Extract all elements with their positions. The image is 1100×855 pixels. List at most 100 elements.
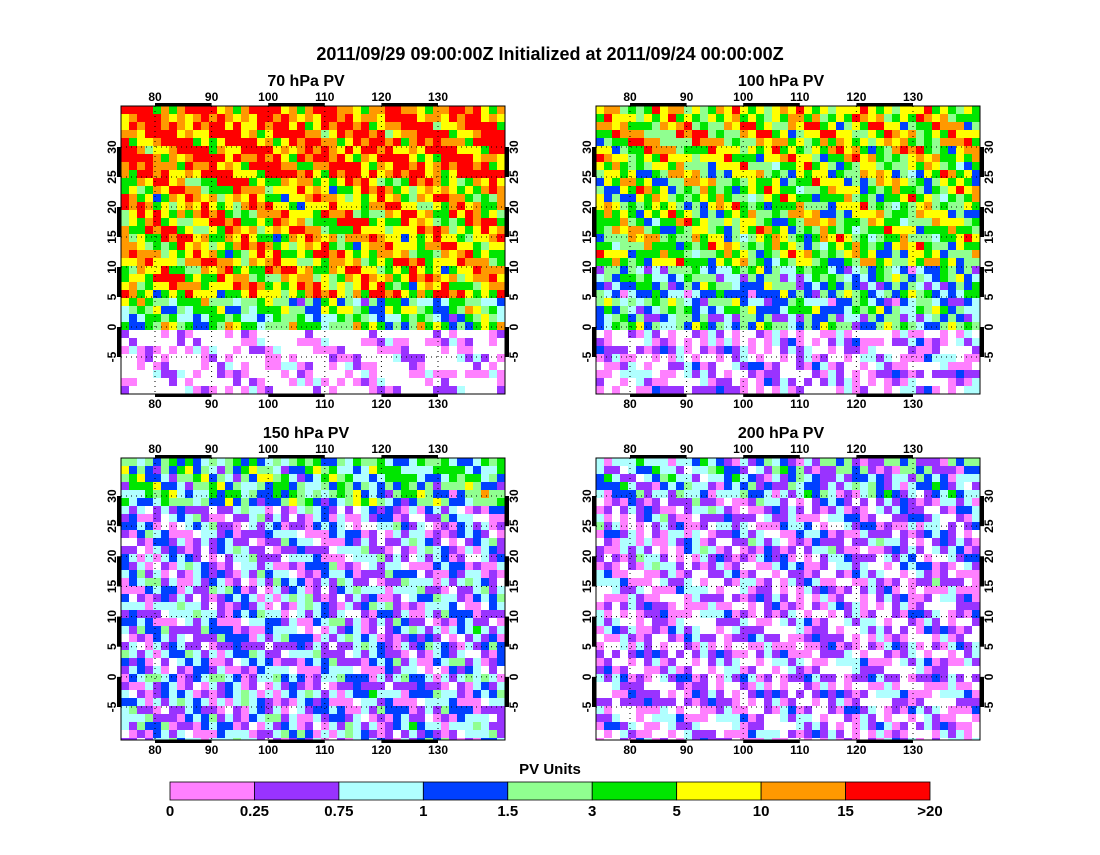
pv-cell bbox=[297, 186, 305, 194]
pv-cell bbox=[804, 338, 812, 346]
pv-cell bbox=[489, 322, 497, 330]
pv-cell bbox=[257, 122, 265, 130]
pv-cell bbox=[916, 202, 924, 210]
pv-cell bbox=[265, 514, 273, 522]
pv-cell bbox=[844, 122, 852, 130]
pv-cell bbox=[417, 178, 425, 186]
pv-cell bbox=[932, 210, 940, 218]
pv-cell bbox=[369, 602, 377, 610]
pv-cell bbox=[281, 194, 289, 202]
pv-cell bbox=[137, 106, 145, 114]
pv-cell bbox=[161, 674, 169, 682]
pv-cell bbox=[860, 178, 868, 186]
pv-cell bbox=[169, 634, 177, 642]
pv-cell bbox=[457, 578, 465, 586]
pv-cell bbox=[257, 338, 265, 346]
pv-cell bbox=[780, 354, 788, 362]
pv-cell bbox=[329, 610, 337, 618]
pv-cell bbox=[676, 354, 684, 362]
pv-cell bbox=[876, 290, 884, 298]
lon-tick-label: 90 bbox=[205, 397, 219, 411]
pv-cell bbox=[193, 306, 201, 314]
pv-cell bbox=[137, 570, 145, 578]
pv-cell bbox=[209, 378, 217, 386]
lat-tick-label: 5 bbox=[580, 293, 594, 300]
pv-cell bbox=[868, 154, 876, 162]
pv-cell bbox=[193, 586, 201, 594]
pv-cell bbox=[772, 346, 780, 354]
pv-cell bbox=[916, 370, 924, 378]
pv-cell bbox=[716, 282, 724, 290]
pv-cell bbox=[948, 282, 956, 290]
pv-cell bbox=[489, 274, 497, 282]
pv-cell bbox=[732, 258, 740, 266]
pv-cell bbox=[441, 114, 449, 122]
pv-cell bbox=[369, 202, 377, 210]
pv-cell bbox=[209, 354, 217, 362]
pv-cell bbox=[465, 642, 473, 650]
pv-cell bbox=[369, 642, 377, 650]
lon-tick-label: 90 bbox=[680, 397, 694, 411]
pv-cell bbox=[393, 322, 401, 330]
pv-cell bbox=[780, 362, 788, 370]
pv-cell bbox=[257, 658, 265, 666]
pv-cell bbox=[417, 122, 425, 130]
pv-cell bbox=[361, 474, 369, 482]
pv-cell bbox=[385, 626, 393, 634]
pv-cell bbox=[441, 650, 449, 658]
pv-cell bbox=[612, 202, 620, 210]
pv-cell bbox=[940, 178, 948, 186]
pv-cell bbox=[193, 666, 201, 674]
pv-cell bbox=[153, 114, 161, 122]
pv-cell bbox=[201, 202, 209, 210]
pv-cell bbox=[836, 298, 844, 306]
pv-cell bbox=[121, 218, 129, 226]
pv-cell bbox=[241, 458, 249, 466]
pv-cell bbox=[457, 674, 465, 682]
pv-cell bbox=[417, 658, 425, 666]
pv-cell bbox=[281, 122, 289, 130]
pv-cell bbox=[473, 666, 481, 674]
pv-cell bbox=[756, 266, 764, 274]
pv-cell bbox=[836, 354, 844, 362]
pv-cell bbox=[345, 498, 353, 506]
pv-cell bbox=[481, 146, 489, 154]
pv-cell bbox=[481, 618, 489, 626]
pv-cell bbox=[916, 114, 924, 122]
pv-cell bbox=[828, 338, 836, 346]
pv-cell bbox=[177, 154, 185, 162]
pv-cell bbox=[153, 138, 161, 146]
pv-cell bbox=[828, 218, 836, 226]
pv-cell bbox=[169, 314, 177, 322]
pv-cell bbox=[924, 378, 932, 386]
pv-cell bbox=[724, 114, 732, 122]
pv-cell bbox=[449, 242, 457, 250]
lon-tick-label: 90 bbox=[680, 90, 694, 104]
pv-cell bbox=[361, 314, 369, 322]
pv-cell bbox=[804, 322, 812, 330]
pv-cell bbox=[401, 250, 409, 258]
pv-cell bbox=[441, 266, 449, 274]
pv-cell bbox=[401, 194, 409, 202]
pv-cell bbox=[329, 290, 337, 298]
pv-cell bbox=[924, 258, 932, 266]
pv-cell bbox=[668, 346, 676, 354]
pv-cell bbox=[177, 594, 185, 602]
pv-cell bbox=[425, 298, 433, 306]
pv-cell bbox=[812, 234, 820, 242]
pv-cell bbox=[660, 138, 668, 146]
pv-cell bbox=[401, 322, 409, 330]
pv-cell bbox=[772, 338, 780, 346]
pv-cell bbox=[185, 362, 193, 370]
pv-cell bbox=[892, 138, 900, 146]
pv-cell bbox=[321, 658, 329, 666]
pv-cell bbox=[129, 658, 137, 666]
lon-tick-label: 130 bbox=[428, 397, 448, 411]
pv-cell bbox=[628, 362, 636, 370]
pv-cell bbox=[692, 306, 700, 314]
pv-cell bbox=[481, 578, 489, 586]
pv-cell bbox=[497, 650, 505, 658]
pv-cell bbox=[361, 562, 369, 570]
pv-cell bbox=[297, 250, 305, 258]
pv-cell bbox=[716, 354, 724, 362]
